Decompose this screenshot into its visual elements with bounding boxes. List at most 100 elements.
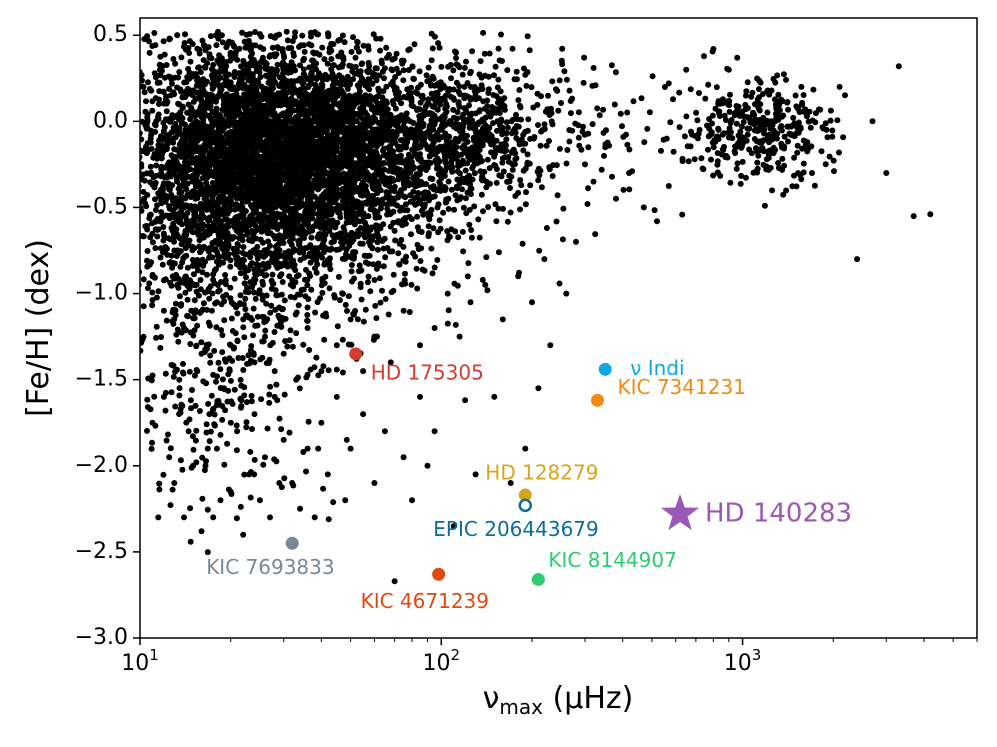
background-point: [140, 188, 147, 195]
background-point: [86, 120, 92, 126]
background-point: [232, 126, 239, 133]
background-point: [262, 85, 269, 92]
background-point: [185, 153, 192, 160]
background-point: [348, 206, 355, 213]
background-point: [116, 178, 122, 184]
background-point: [318, 118, 325, 125]
background-point: [274, 119, 281, 126]
background-point: [475, 216, 482, 223]
background-point: [179, 104, 186, 111]
background-point: [114, 171, 120, 177]
background-point: [372, 65, 379, 72]
background-point: [295, 238, 302, 245]
background-point: [344, 201, 350, 208]
background-point: [437, 225, 444, 232]
background-point: [241, 145, 248, 152]
background-point: [169, 80, 175, 87]
background-point: [115, 150, 121, 156]
background-point: [395, 250, 402, 257]
background-point: [302, 120, 309, 127]
background-point: [222, 69, 229, 76]
background-point: [174, 124, 181, 131]
background-point: [350, 76, 356, 83]
background-point: [438, 63, 445, 70]
background-point: [299, 32, 306, 39]
background-point: [385, 208, 392, 215]
background-point: [170, 89, 177, 96]
background-point: [404, 207, 411, 214]
background-point: [370, 192, 376, 199]
background-point: [398, 236, 405, 243]
background-point: [559, 236, 566, 243]
background-point: [140, 163, 141, 165]
background-point: [166, 35, 173, 42]
background-point: [350, 231, 357, 238]
background-point: [478, 191, 485, 198]
background-point: [286, 88, 293, 95]
background-point: [99, 92, 105, 98]
background-point: [366, 86, 373, 93]
background-point: [154, 233, 161, 240]
background-point: [307, 80, 314, 87]
background-point: [485, 204, 492, 210]
background-point: [308, 234, 315, 241]
background-point: [425, 233, 432, 240]
background-point: [299, 163, 306, 170]
background-point: [222, 272, 229, 278]
background-point: [294, 191, 301, 198]
background-point: [538, 184, 545, 191]
background-point: [264, 96, 271, 103]
background-point: [118, 80, 124, 86]
background-point: [102, 139, 108, 145]
background-point: [49, 166, 55, 172]
background-point: [327, 174, 334, 180]
background-point: [144, 33, 151, 40]
background-point: [153, 162, 160, 169]
background-point: [259, 239, 266, 246]
background-point: [412, 151, 419, 158]
background-point: [102, 180, 108, 186]
background-point: [272, 34, 278, 41]
background-point: [219, 116, 226, 123]
background-point: [311, 180, 318, 187]
background-point: [337, 36, 343, 43]
background-point: [308, 69, 315, 76]
background-point: [281, 127, 288, 134]
background-point: [168, 75, 175, 82]
background-point: [116, 144, 122, 150]
background-point: [235, 166, 242, 173]
background-point: [232, 95, 239, 102]
background-point: [117, 182, 123, 188]
background-point: [300, 66, 307, 73]
background-point: [325, 31, 332, 38]
background-point: [123, 224, 129, 230]
background-point: [291, 78, 298, 85]
background-point: [220, 223, 227, 230]
background-point: [85, 226, 91, 232]
background-point: [127, 81, 133, 87]
background-point: [337, 214, 344, 221]
background-point: [285, 179, 292, 186]
background-point: [337, 113, 344, 120]
background-point: [23, 137, 29, 143]
background-point: [389, 199, 396, 205]
background-point: [220, 144, 227, 151]
background-point: [201, 109, 208, 116]
background-point: [239, 101, 245, 108]
background-point: [186, 75, 193, 82]
background-point: [448, 75, 454, 82]
background-point: [275, 143, 282, 150]
background-point: [143, 150, 150, 157]
background-point: [95, 173, 101, 179]
background-point: [377, 299, 384, 306]
background-point: [168, 191, 175, 198]
background-point: [114, 171, 120, 177]
background-point: [492, 201, 499, 208]
background-point: [248, 343, 255, 350]
background-point: [204, 60, 211, 67]
background-point: [397, 207, 404, 214]
background-point: [357, 155, 364, 162]
background-point: [238, 63, 244, 70]
background-point: [239, 29, 246, 36]
background-point: [308, 42, 315, 49]
